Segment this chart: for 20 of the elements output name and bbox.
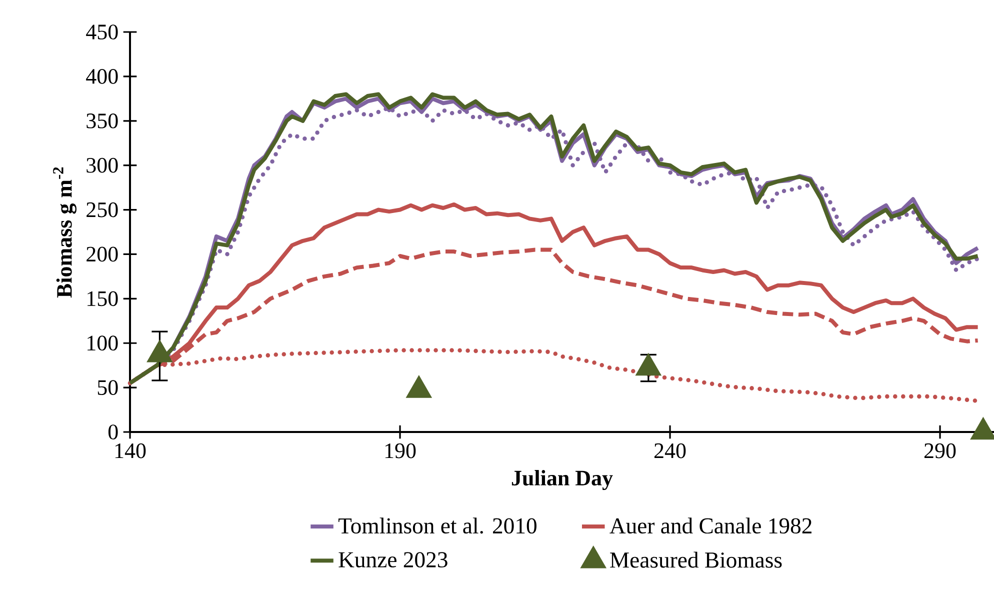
y-tick-label: 150 <box>88 291 118 306</box>
y-axis-title: Biomass g m$^{-2}$ <box>53 167 76 298</box>
legend-label: Tomlinson et al. 2010 <box>338 518 536 534</box>
y-tick-label: 300 <box>86 158 118 173</box>
y-tick-label: 0 <box>108 424 118 440</box>
y-tick-label: 200 <box>86 246 118 262</box>
x-tick-label: 140 <box>115 443 146 458</box>
x-tick-label: 290 <box>924 443 956 458</box>
y-tick-label: 100 <box>88 336 118 351</box>
x-tick-label: 190 <box>385 443 416 458</box>
y-tick-label: 350 <box>86 113 118 128</box>
x-tick-label: 240 <box>654 443 686 458</box>
y-tick-label: 50 <box>98 380 118 395</box>
legend-label: Measured Biomass <box>610 552 782 568</box>
legend-label: Kunze 2023 <box>338 552 448 568</box>
legend-label: Auer and Canale 1982 <box>610 518 812 534</box>
x-axis-title: Julian Day <box>512 470 613 490</box>
y-tick-label: 250 <box>86 202 118 218</box>
y-tick-label: 450 <box>86 24 118 40</box>
y-tick-label: 400 <box>86 69 118 84</box>
